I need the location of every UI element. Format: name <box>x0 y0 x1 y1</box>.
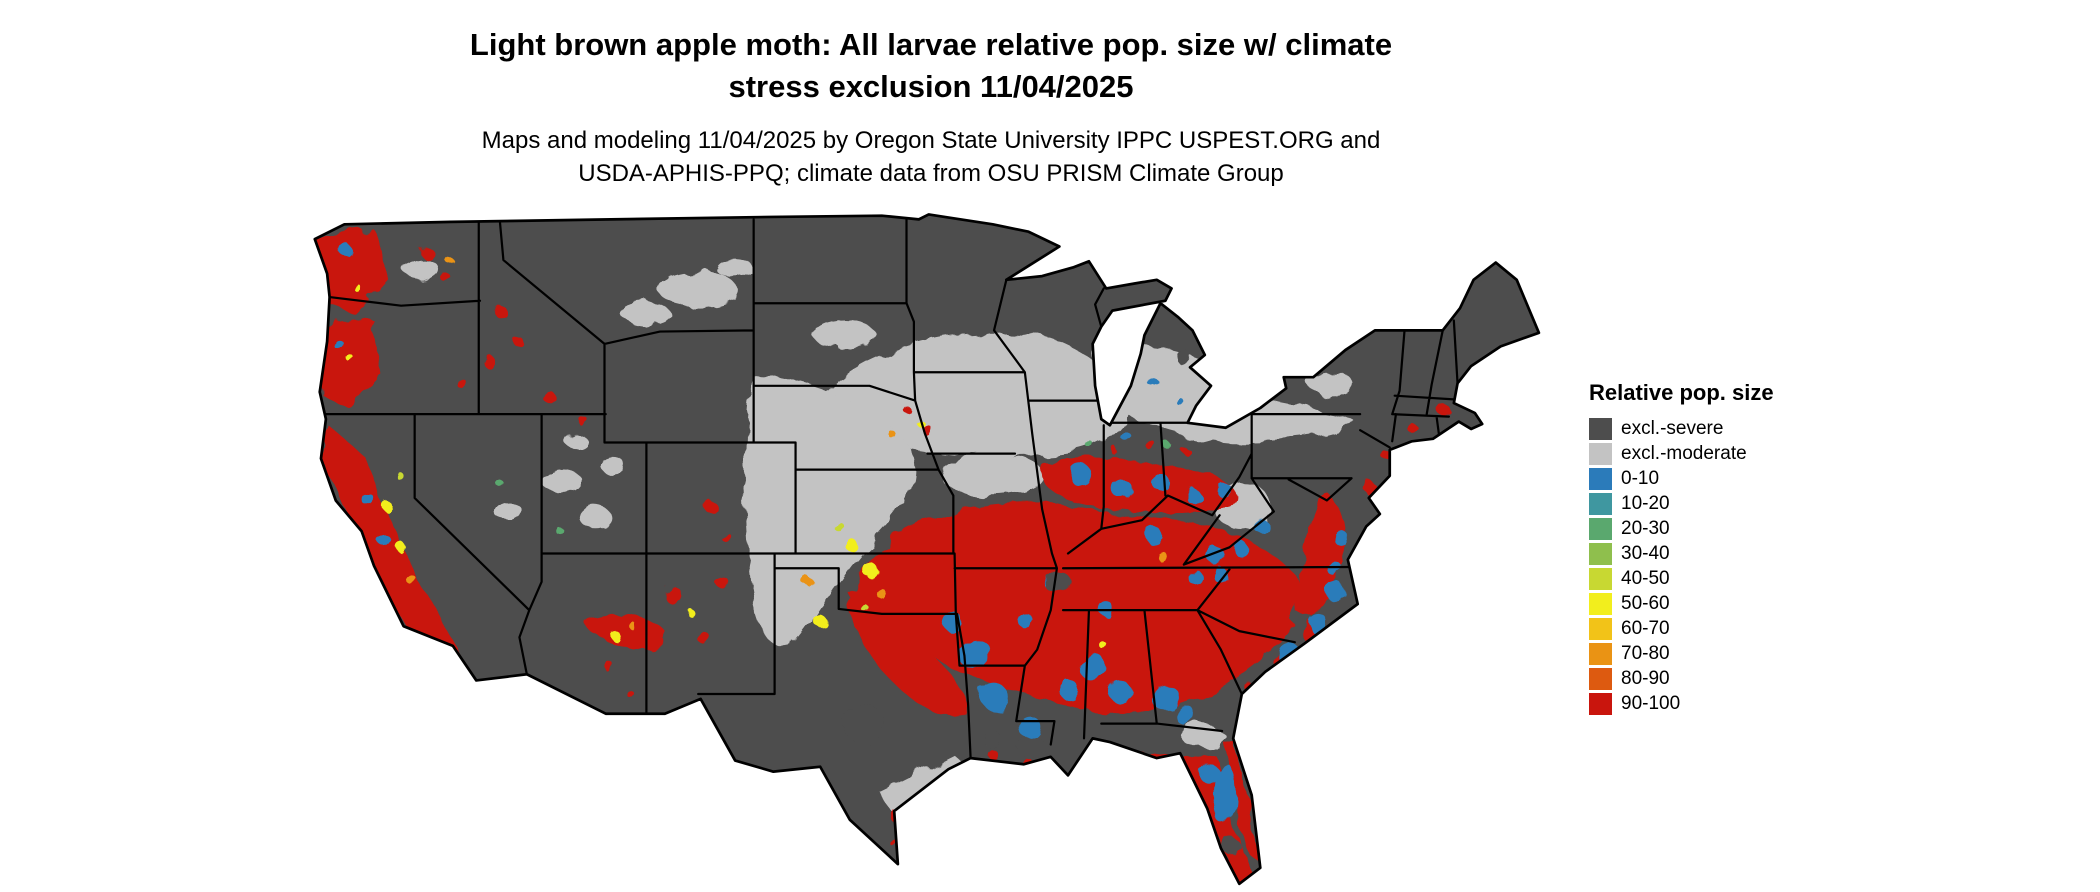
legend-color-swatch <box>1589 617 1612 640</box>
legend-row: excl.-severe <box>1589 416 1869 441</box>
severe-exclusion-patches <box>843 350 1240 855</box>
legend-row: 90-100 <box>1589 691 1869 716</box>
legend-row: 50-60 <box>1589 591 1869 616</box>
us-choropleth-map <box>300 212 1550 890</box>
legend-row: 0-10 <box>1589 466 1869 491</box>
legend-row: 20-30 <box>1589 516 1869 541</box>
legend-color-swatch <box>1589 592 1612 615</box>
legend-color-swatch <box>1589 567 1612 590</box>
legend-label: 70-80 <box>1621 642 1670 664</box>
legend-label: 60-70 <box>1621 617 1670 639</box>
legend-label: 50-60 <box>1621 592 1670 614</box>
legend-color-swatch <box>1589 542 1612 565</box>
legend-label: excl.-severe <box>1621 417 1724 439</box>
state-borders <box>324 218 1459 760</box>
figure-title-line1: Light brown apple moth: All larvae relat… <box>469 27 1393 62</box>
legend-row: excl.-moderate <box>1589 441 1869 466</box>
legend-label: 40-50 <box>1621 567 1670 589</box>
legend-color-swatch <box>1589 642 1612 665</box>
figure-header: Light brown apple moth: All larvae relat… <box>0 24 1862 191</box>
legend-label: excl.-moderate <box>1621 442 1747 464</box>
legend-color-swatch <box>1589 692 1612 715</box>
legend-row: 80-90 <box>1589 666 1869 691</box>
legend-color-swatch <box>1589 667 1612 690</box>
legend-row: 70-80 <box>1589 641 1869 666</box>
legend-color-swatch <box>1589 492 1612 515</box>
legend-label: 80-90 <box>1621 667 1670 689</box>
legend-color-swatch <box>1589 417 1612 440</box>
legend-color-swatch <box>1589 517 1612 540</box>
figure-subtitle: Maps and modeling 11/04/2025 by Oregon S… <box>0 124 1862 191</box>
legend-row: 60-70 <box>1589 616 1869 641</box>
map-legend: Relative pop. size excl.-severe excl.-mo… <box>1589 380 1869 716</box>
us-outline <box>313 213 1541 886</box>
legend-color-swatch <box>1589 467 1612 490</box>
figure-title-line2: stress exclusion 11/04/2025 <box>728 68 1134 104</box>
us-map-svg <box>313 213 1541 886</box>
figure-title: Light brown apple moth: All larvae relat… <box>0 24 1862 108</box>
legend-row: 30-40 <box>1589 541 1869 566</box>
legend-row: 10-20 <box>1589 491 1869 516</box>
legend-color-swatch <box>1589 442 1612 465</box>
figure-subtitle-line1: Maps and modeling 11/04/2025 by Oregon S… <box>481 126 1381 154</box>
legend-title: Relative pop. size <box>1589 380 1774 405</box>
legend-label: 20-30 <box>1621 517 1670 539</box>
legend-row: 40-50 <box>1589 566 1869 591</box>
figure-subtitle-line2: USDA-APHIS-PPQ; climate data from OSU PR… <box>578 160 1284 188</box>
legend-items: excl.-severe excl.-moderate 0-10 10-20 2… <box>1589 416 1869 716</box>
legend-label: 30-40 <box>1621 542 1670 564</box>
pop-mid-range-specks <box>348 257 1172 650</box>
legend-label: 90-100 <box>1621 692 1681 714</box>
legend-label: 0-10 <box>1621 467 1660 489</box>
legend-label: 10-20 <box>1621 492 1670 514</box>
